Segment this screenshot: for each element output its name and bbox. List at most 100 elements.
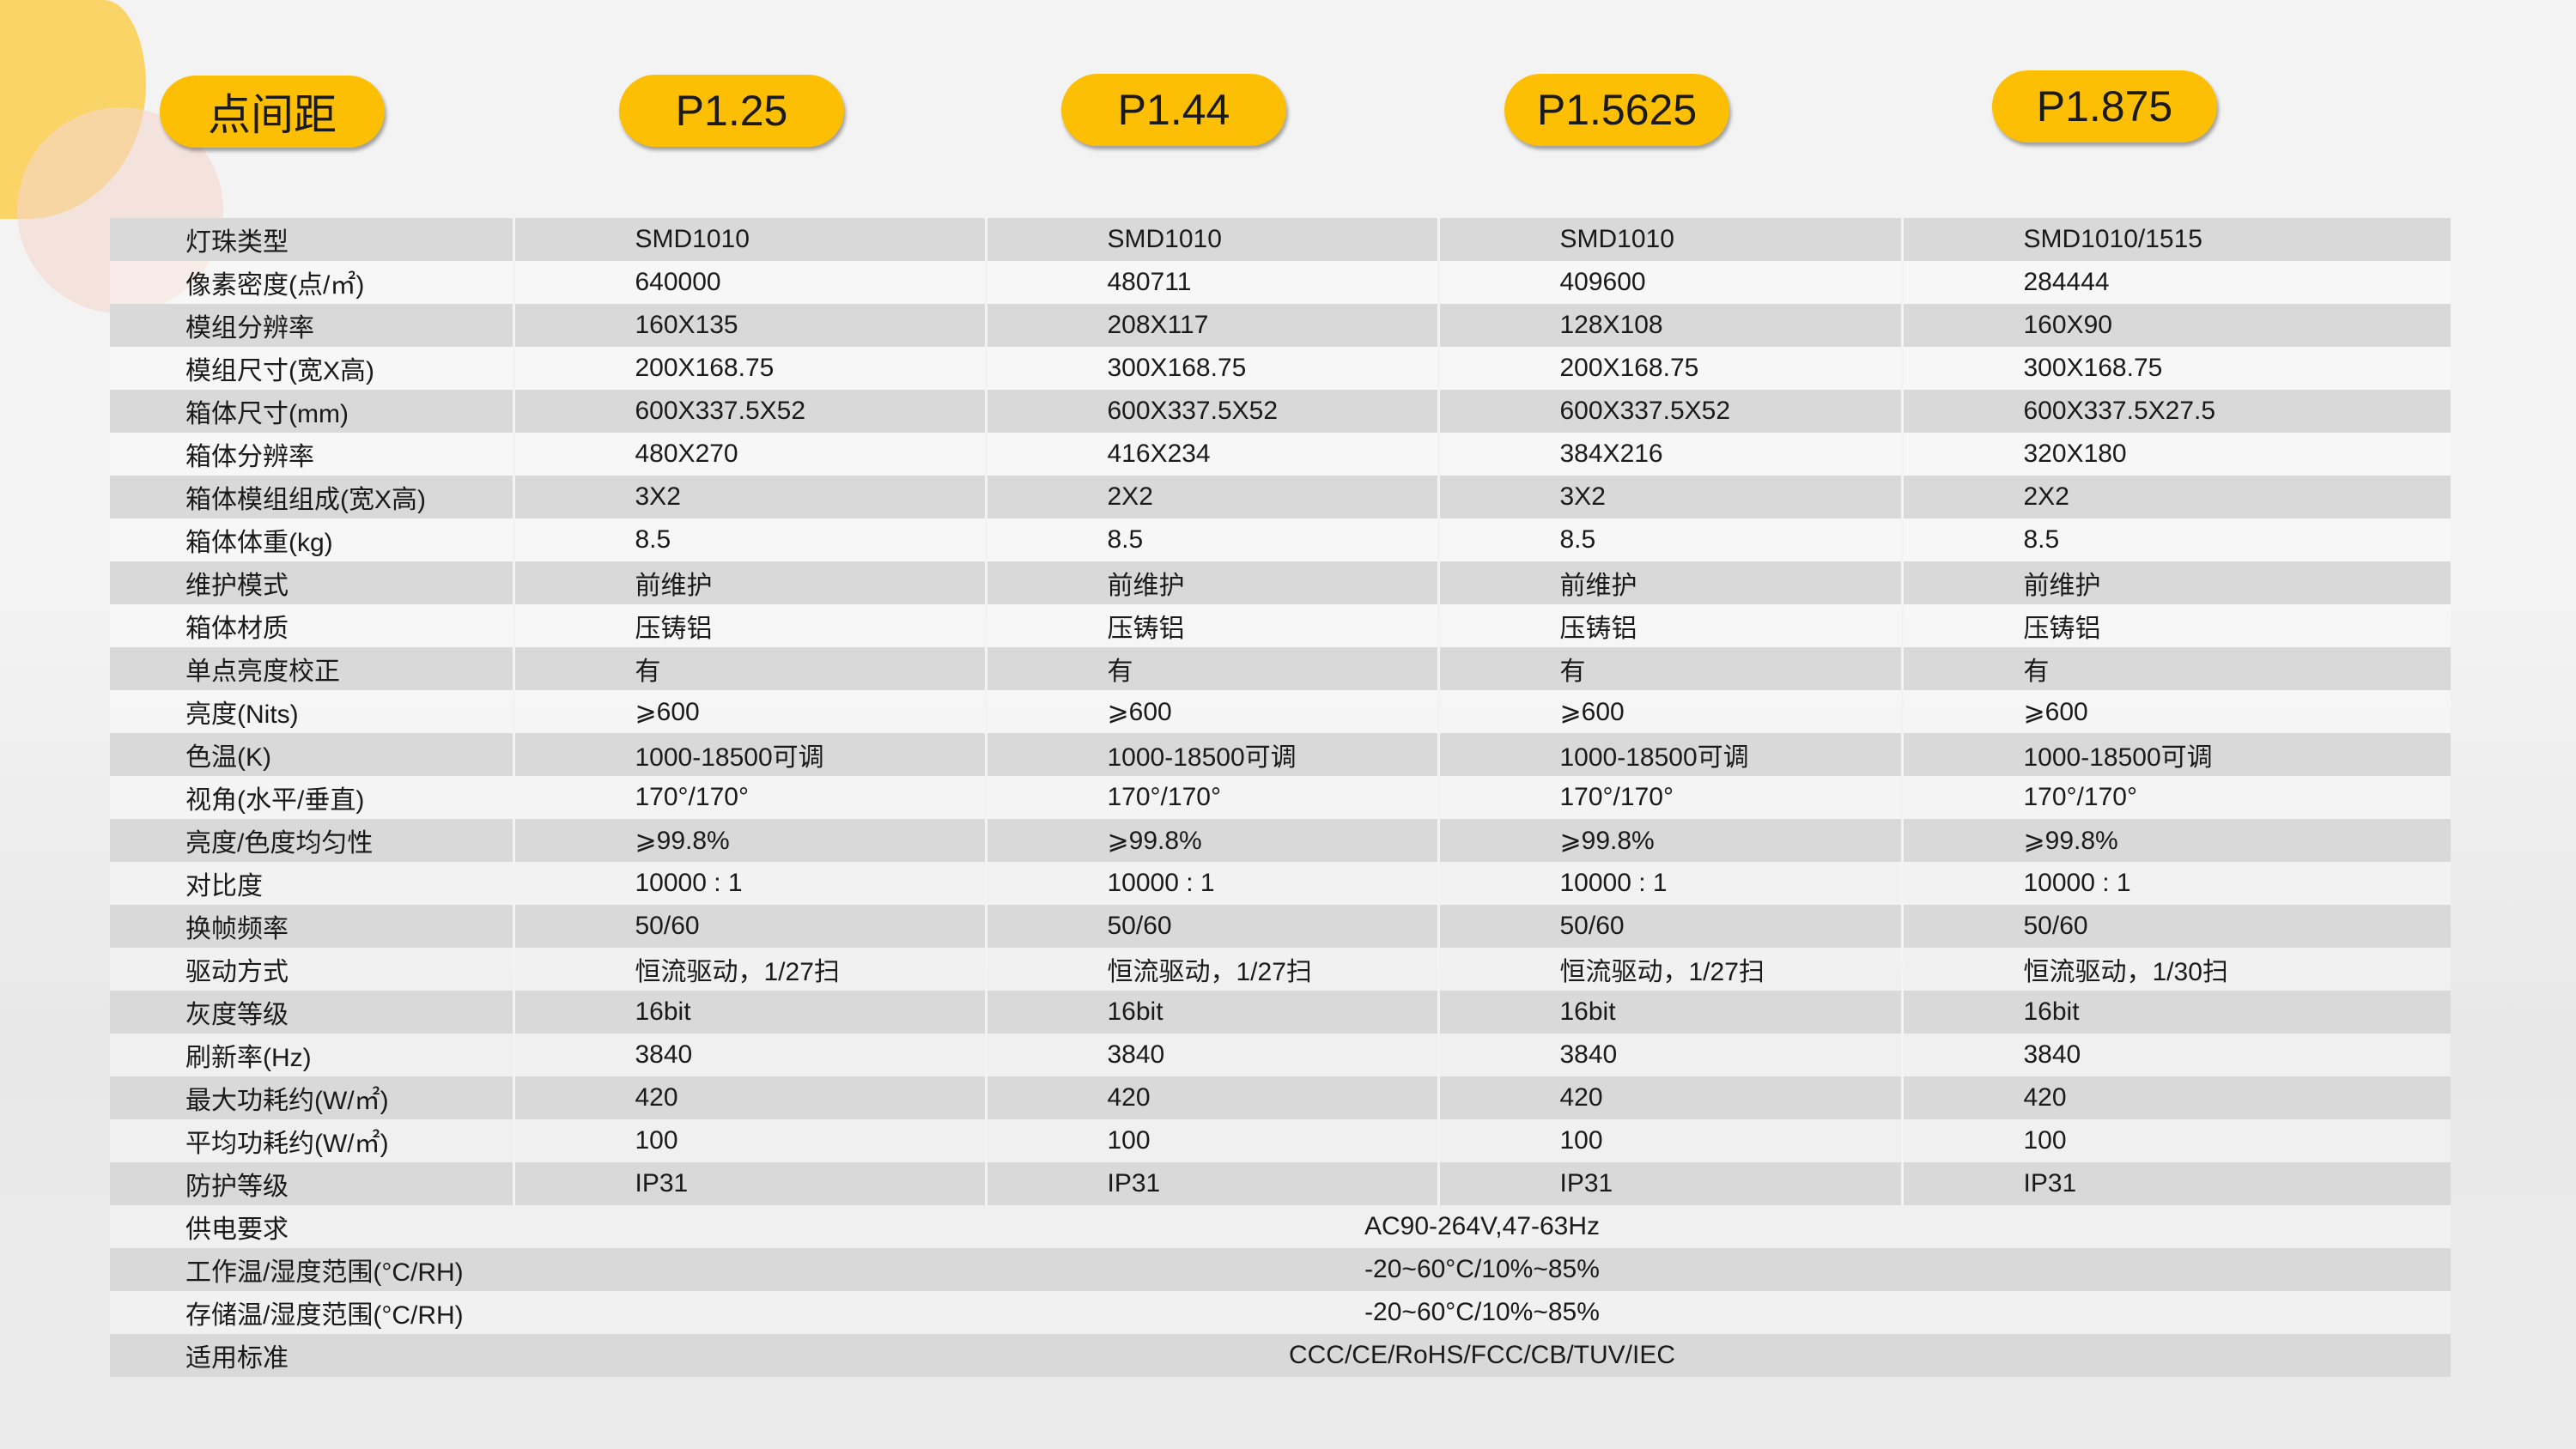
spec-value: 300X168.75 (984, 347, 1438, 390)
spec-value: 480X270 (512, 433, 986, 476)
spec-value-shared: -20~60°C/10%~85% (513, 1248, 2451, 1291)
spec-value: 640000 (512, 261, 986, 304)
spec-value-shared: -20~60°C/10%~85% (513, 1291, 2451, 1334)
spec-row: 箱体模组组成(宽X高) 3X2 2X2 3X2 2X2 (110, 476, 2451, 518)
spec-value: 压铸铝 (1900, 604, 2451, 647)
spec-value: 100 (1437, 1119, 1902, 1162)
spec-value: 600X337.5X52 (984, 390, 1438, 433)
spec-value: 300X168.75 (1900, 347, 2451, 390)
spec-row: 模组尺寸(宽X高) 200X168.75 300X168.75 200X168.75 3… (110, 347, 2451, 390)
spec-value: 3840 (984, 1034, 1438, 1076)
header-pill-model: P1.44 (1061, 74, 1286, 146)
spec-row: 箱体分辨率 480X270 416X234 384X216 320X180 (110, 433, 2451, 476)
spec-row: 平均功耗约(W/㎡) 100 100 100 100 (110, 1119, 2451, 1162)
spec-value: 16bit (512, 991, 986, 1034)
spec-value: ⩾600 (1437, 690, 1902, 733)
spec-value: 3X2 (1437, 476, 1902, 518)
spec-value: 恒流驱动，1/27扫 (984, 948, 1438, 991)
spec-value: ⩾600 (984, 690, 1438, 733)
spec-label: 灯珠类型 (110, 218, 513, 261)
spec-label: 驱动方式 (110, 948, 513, 991)
spec-value: 3840 (512, 1034, 986, 1076)
spec-value: 8.5 (984, 518, 1438, 561)
spec-value: ⩾600 (1900, 690, 2451, 733)
spec-value: IP31 (1437, 1162, 1902, 1205)
spec-label: 供电要求 (110, 1205, 513, 1248)
spec-value: 600X337.5X27.5 (1900, 390, 2451, 433)
spec-value-shared: CCC/CE/RoHS/FCC/CB/TUV/IEC (513, 1334, 2451, 1377)
spec-row: 模组分辨率 160X135 208X117 128X108 160X90 (110, 304, 2451, 347)
spec-value: 1000-18500可调 (1900, 733, 2451, 776)
shared-spec-row: 供电要求 AC90-264V,47-63Hz (110, 1205, 2451, 1248)
spec-value: 480711 (984, 261, 1438, 304)
spec-row: 单点亮度校正有有有有 (110, 647, 2451, 690)
spec-value: ⩾99.8% (984, 819, 1438, 862)
spec-value: 50/60 (1437, 905, 1902, 948)
spec-value: 200X168.75 (1437, 347, 1902, 390)
spec-value: 50/60 (512, 905, 986, 948)
spec-value: 10000 : 1 (1437, 862, 1902, 905)
spec-label: 箱体体重(kg) (110, 518, 513, 561)
spec-value: 208X117 (984, 304, 1438, 347)
spec-label: 像素密度(点/㎡) (110, 261, 513, 304)
spec-value: IP31 (1900, 1162, 2451, 1205)
spec-value: 100 (984, 1119, 1438, 1162)
spec-value: 前维护 (1437, 561, 1902, 604)
spec-label: 视角(水平/垂直) (110, 776, 513, 819)
spec-value-shared: AC90-264V,47-63Hz (513, 1205, 2451, 1248)
spec-value: 420 (512, 1076, 986, 1119)
spec-value: 100 (1900, 1119, 2451, 1162)
spec-value: 压铸铝 (1437, 604, 1902, 647)
spec-label: 亮度/色度均匀性 (110, 819, 513, 862)
spec-value: 恒流驱动，1/27扫 (1437, 948, 1902, 991)
spec-value: 128X108 (1437, 304, 1902, 347)
spec-row: 亮度(Nits) ⩾600 ⩾600 ⩾600 ⩾600 (110, 690, 2451, 733)
spec-value: 压铸铝 (512, 604, 986, 647)
spec-label: 刷新率(Hz) (110, 1034, 513, 1076)
spec-value: 有 (984, 647, 1438, 690)
shared-spec-row: 适用标准 CCC/CE/RoHS/FCC/CB/TUV/IEC (110, 1334, 2451, 1377)
spec-value: 压铸铝 (984, 604, 1438, 647)
spec-value: SMD1010 (984, 218, 1438, 261)
spec-value: 170°/170° (984, 776, 1438, 819)
spec-value: 2X2 (984, 476, 1438, 518)
shared-spec-row: 工作温/湿度范围(°C/RH) -20~60°C/10%~85% (110, 1248, 2451, 1291)
spec-value: 有 (512, 647, 986, 690)
spec-row: 像素密度(点/㎡) 640000 480711 409600 284444 (110, 261, 2451, 304)
spec-row: 维护模式 前维护 前维护 前维护 前维护 (110, 561, 2451, 604)
spec-row: 灰度等级 16bit 16bit 16bit 16bit (110, 991, 2451, 1034)
spec-value: 170°/170° (512, 776, 986, 819)
spec-label: 灰度等级 (110, 991, 513, 1034)
spec-value: 50/60 (1900, 905, 2451, 948)
spec-value: ⩾600 (512, 690, 986, 733)
spec-value: 16bit (1900, 991, 2451, 1034)
spec-value: 16bit (1437, 991, 1902, 1034)
spec-label: 模组尺寸(宽X高) (110, 347, 513, 390)
spec-value: SMD1010 (1437, 218, 1902, 261)
spec-value: 2X2 (1900, 476, 2451, 518)
spec-value: IP31 (512, 1162, 986, 1205)
spec-value: 160X90 (1900, 304, 2451, 347)
spec-value: 420 (1900, 1076, 2451, 1119)
spec-row: 最大功耗约(W/㎡) 420 420 420 420 (110, 1076, 2451, 1119)
spec-value: 170°/170° (1900, 776, 2451, 819)
spec-value: 420 (984, 1076, 1438, 1119)
spec-label: 单点亮度校正 (110, 647, 513, 690)
spec-label: 箱体模组组成(宽X高) (110, 476, 513, 518)
spec-value: 600X337.5X52 (1437, 390, 1902, 433)
spec-value: ⩾99.8% (1900, 819, 2451, 862)
spec-value: 前维护 (984, 561, 1438, 604)
spec-row: 箱体材质 压铸铝 压铸铝 压铸铝 压铸铝 (110, 604, 2451, 647)
spec-row: 换帧频率 50/60 50/60 50/60 50/60 (110, 905, 2451, 948)
spec-row: 视角(水平/垂直) 170°/170° 170°/170° 170°/170° 170°… (110, 776, 2451, 819)
spec-label: 防护等级 (110, 1162, 513, 1205)
spec-value: 恒流驱动，1/30扫 (1900, 948, 2451, 991)
spec-label: 箱体尺寸(mm) (110, 390, 513, 433)
spec-label: 存储温/湿度范围(°C/RH) (110, 1291, 513, 1334)
spec-value: SMD1010 (512, 218, 986, 261)
spec-value: 170°/170° (1437, 776, 1902, 819)
spec-value: 有 (1900, 647, 2451, 690)
spec-row: 箱体体重(kg) 8.5 8.5 8.5 8.5 (110, 518, 2451, 561)
spec-row: 刷新率(Hz) 3840 3840 3840 3840 (110, 1034, 2451, 1076)
spec-value: 前维护 (1900, 561, 2451, 604)
